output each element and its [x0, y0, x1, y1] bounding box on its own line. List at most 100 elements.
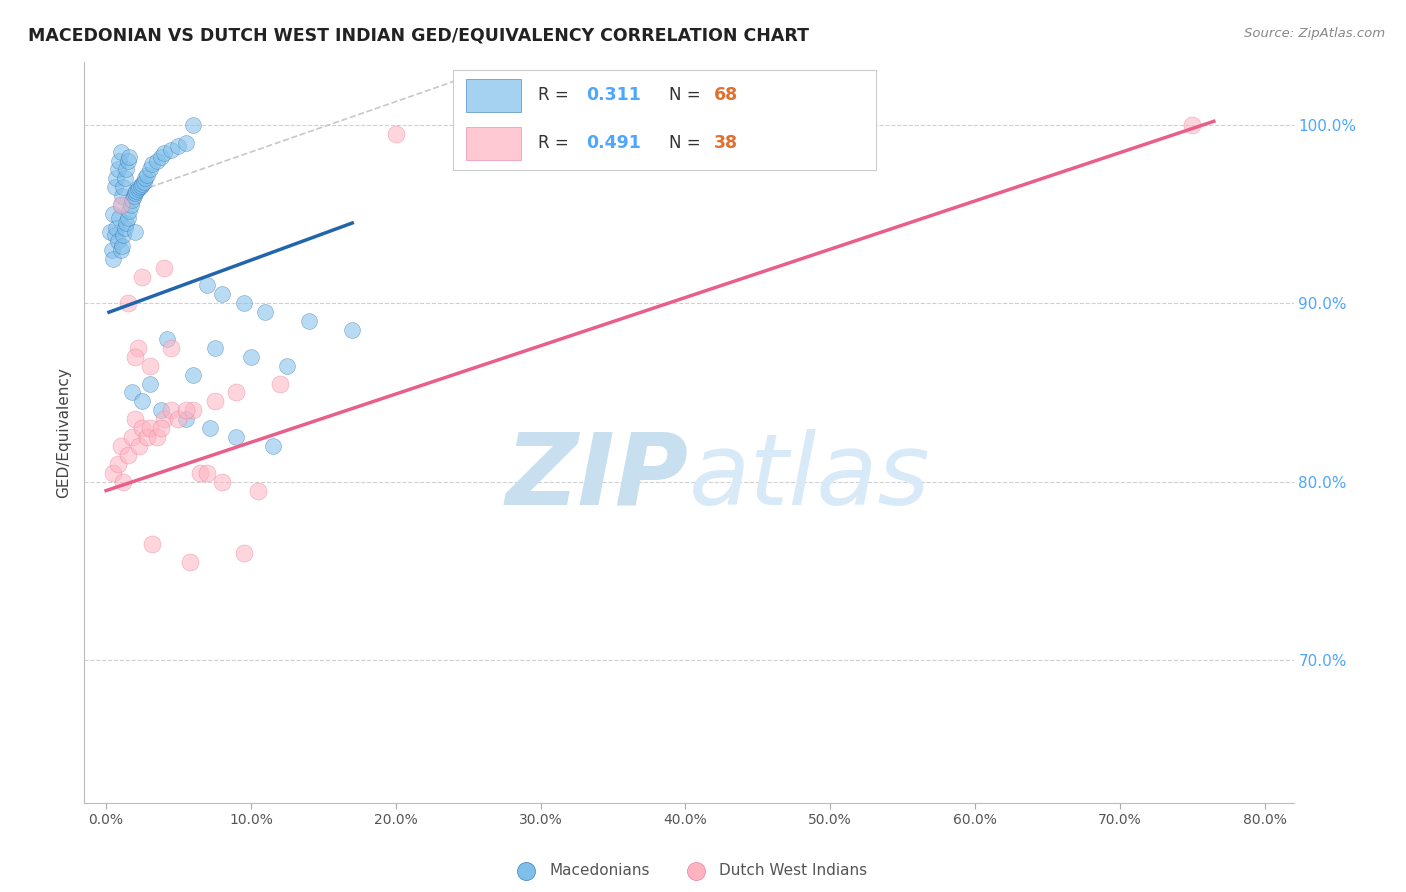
Point	[225, 430, 247, 444]
Point	[204, 341, 226, 355]
Legend: Macedonians, Dutch West Indians: Macedonians, Dutch West Indians	[505, 857, 873, 884]
Point	[135, 168, 157, 182]
Point	[132, 175, 155, 189]
Point	[181, 368, 204, 382]
Point	[105, 221, 128, 235]
Point	[110, 145, 132, 159]
Point	[131, 421, 153, 435]
Point	[138, 359, 160, 373]
Point	[160, 143, 183, 157]
Point	[107, 457, 129, 471]
Point	[181, 118, 204, 132]
Point	[160, 403, 183, 417]
Point	[115, 162, 138, 177]
Point	[150, 403, 173, 417]
Point	[181, 403, 204, 417]
Point	[298, 314, 321, 328]
Point	[121, 385, 143, 400]
Point	[153, 412, 176, 426]
Point	[225, 385, 247, 400]
Point	[239, 350, 262, 364]
Point	[160, 341, 183, 355]
Point	[103, 466, 125, 480]
Point	[114, 221, 136, 235]
Point	[134, 171, 156, 186]
Point	[174, 403, 197, 417]
Point	[104, 228, 127, 243]
Point	[197, 466, 219, 480]
Point	[342, 323, 364, 337]
Point	[232, 546, 254, 560]
Point	[108, 211, 131, 225]
Text: ZIP: ZIP	[506, 428, 689, 525]
Y-axis label: GED/Equivalency: GED/Equivalency	[56, 368, 72, 498]
Point	[117, 296, 139, 310]
Point	[129, 178, 152, 193]
Point	[100, 225, 122, 239]
Point	[262, 439, 284, 453]
Point	[174, 136, 197, 150]
Point	[117, 448, 139, 462]
Point	[138, 421, 160, 435]
Point	[121, 430, 143, 444]
Point	[103, 207, 125, 221]
Point	[107, 234, 129, 248]
Point	[111, 239, 134, 253]
Point	[111, 189, 134, 203]
Point	[197, 278, 219, 293]
Point	[269, 376, 291, 391]
Point	[232, 296, 254, 310]
Point	[121, 193, 143, 207]
Point	[103, 252, 125, 266]
Point	[200, 421, 222, 435]
Point	[138, 376, 160, 391]
Point	[127, 182, 149, 196]
Point	[112, 228, 135, 243]
Point	[117, 211, 139, 225]
Point	[115, 216, 138, 230]
Point	[153, 260, 176, 275]
Point	[101, 243, 124, 257]
Point	[211, 475, 233, 489]
Point	[114, 171, 136, 186]
Point	[125, 184, 148, 198]
Point	[120, 198, 142, 212]
Point	[118, 150, 141, 164]
Point	[156, 332, 179, 346]
Point	[167, 412, 190, 426]
Point	[141, 537, 163, 551]
Point	[112, 475, 135, 489]
Point	[124, 350, 146, 364]
Text: atlas: atlas	[689, 428, 931, 525]
Point	[384, 127, 406, 141]
Point	[150, 421, 173, 435]
Point	[128, 180, 150, 194]
Point	[128, 439, 150, 453]
Point	[124, 225, 146, 239]
Point	[117, 153, 139, 168]
Point	[276, 359, 298, 373]
Point	[105, 171, 128, 186]
Point	[112, 180, 135, 194]
Point	[179, 555, 201, 569]
Point	[145, 153, 167, 168]
Point	[110, 439, 132, 453]
Point	[122, 189, 145, 203]
Point	[1181, 118, 1204, 132]
Point	[254, 305, 277, 319]
Point	[150, 150, 173, 164]
Point	[124, 186, 146, 200]
Point	[153, 146, 176, 161]
Point	[104, 180, 127, 194]
Point	[110, 198, 132, 212]
Point	[138, 162, 160, 177]
Point	[141, 157, 163, 171]
Point	[211, 287, 233, 301]
Text: Source: ZipAtlas.com: Source: ZipAtlas.com	[1244, 27, 1385, 40]
Point	[131, 394, 153, 409]
Point	[118, 203, 141, 218]
Point	[108, 153, 131, 168]
Point	[110, 243, 132, 257]
Point	[247, 483, 270, 498]
Point	[174, 412, 197, 426]
